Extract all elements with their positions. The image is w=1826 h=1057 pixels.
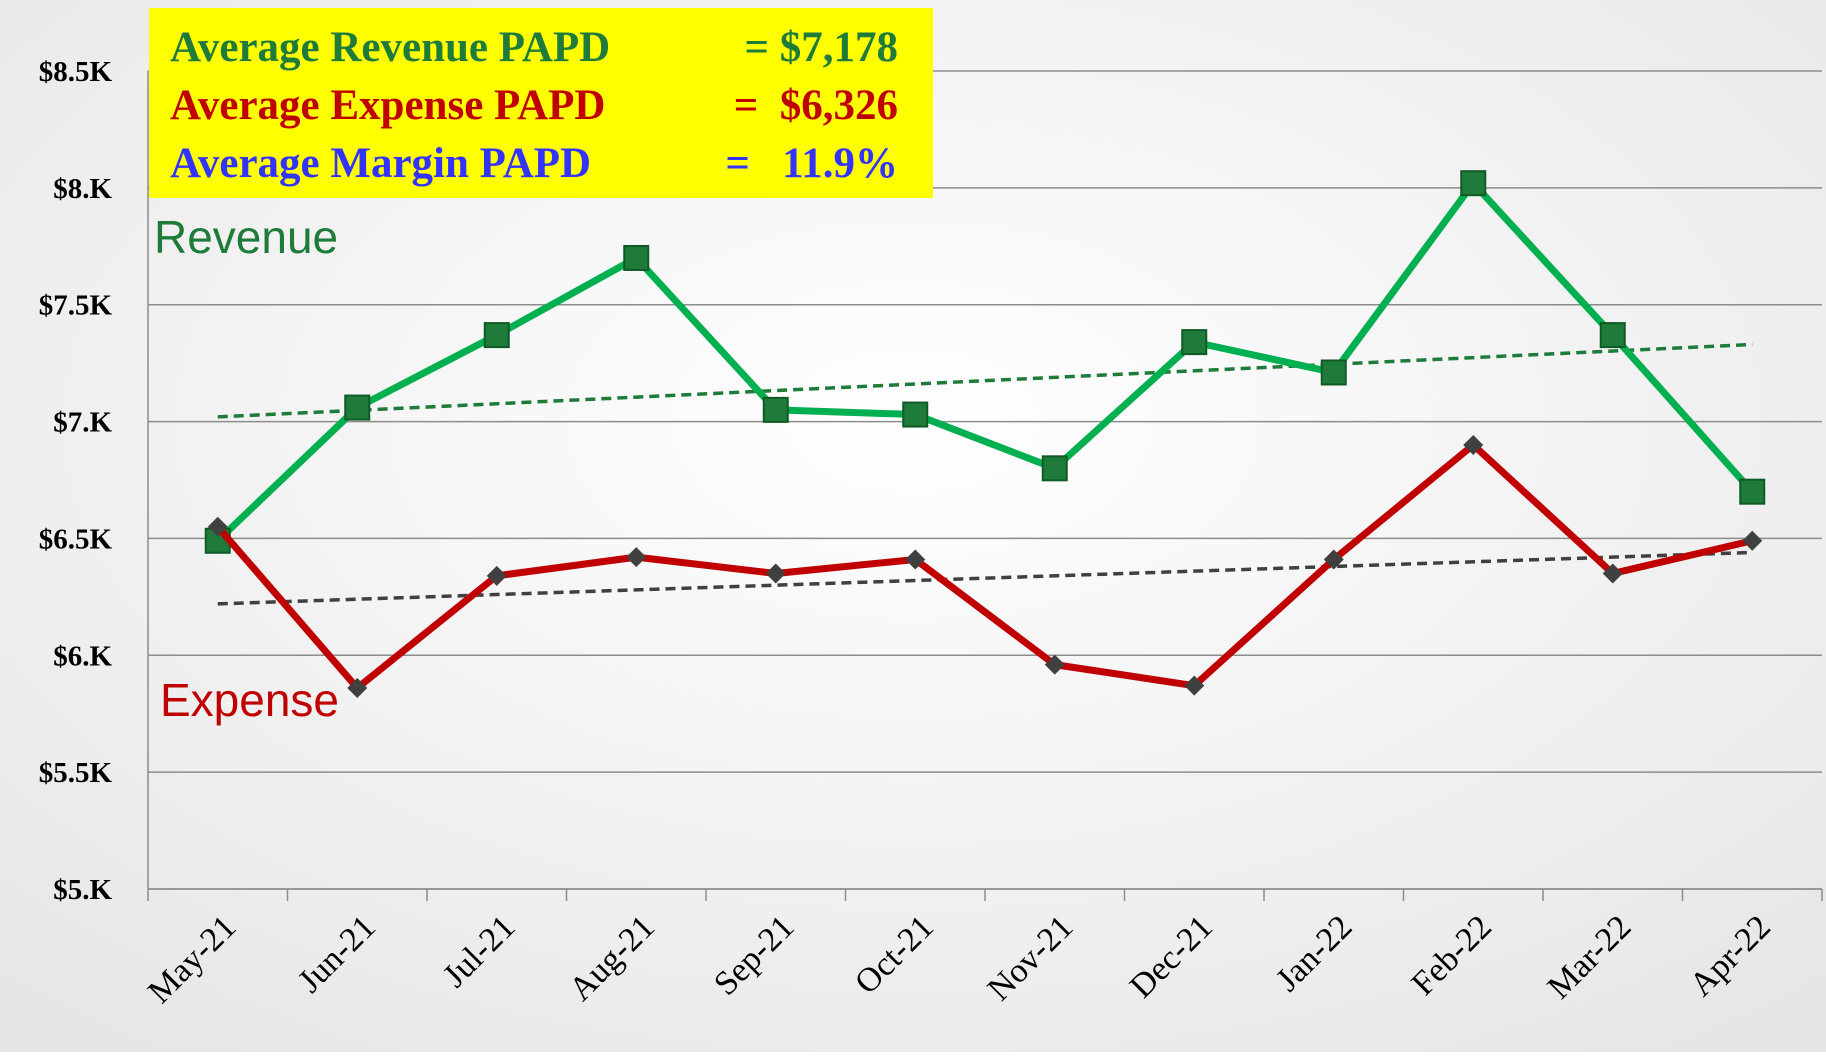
series-label: Expense bbox=[160, 674, 339, 726]
marker bbox=[1599, 322, 1626, 349]
series-line bbox=[215, 179, 1755, 544]
series-line bbox=[215, 441, 1754, 692]
marker bbox=[1184, 675, 1205, 696]
annotation-label: Average Margin PAPD bbox=[170, 140, 591, 187]
marker bbox=[623, 244, 650, 271]
annotation-label: Average Revenue PAPD bbox=[170, 24, 610, 71]
y-tick-label: $7.K bbox=[53, 407, 112, 439]
marker bbox=[344, 394, 371, 421]
y-tick-label: $6.5K bbox=[39, 523, 113, 555]
annotation-value: = $7,178 bbox=[744, 24, 898, 71]
marker bbox=[1460, 170, 1487, 197]
marker bbox=[1320, 359, 1347, 386]
marker bbox=[902, 401, 929, 428]
series-label: Revenue bbox=[154, 211, 338, 263]
y-tick-label: $5.5K bbox=[39, 757, 113, 789]
y-tick-label: $8.K bbox=[53, 173, 112, 205]
marker bbox=[1044, 654, 1065, 675]
marker bbox=[1739, 478, 1766, 505]
marker bbox=[486, 565, 507, 586]
marker bbox=[905, 549, 926, 570]
annotation-value: = $6,326 bbox=[734, 82, 898, 129]
marker bbox=[1181, 329, 1208, 356]
marker bbox=[1041, 455, 1068, 482]
marker bbox=[626, 547, 647, 568]
marker bbox=[483, 322, 510, 349]
annotation-value: = 11.9% bbox=[725, 140, 898, 187]
annotation-label: Average Expense PAPD bbox=[170, 82, 605, 129]
annotation-box bbox=[149, 8, 933, 198]
y-tick-label: $5.K bbox=[53, 874, 112, 906]
marker bbox=[762, 396, 789, 423]
marker bbox=[207, 516, 228, 537]
marker bbox=[347, 678, 368, 699]
y-tick-label: $7.5K bbox=[39, 290, 113, 322]
y-tick-label: $6.K bbox=[53, 640, 112, 672]
marker bbox=[1323, 549, 1344, 570]
y-tick-label: $8.5K bbox=[39, 56, 113, 88]
marker bbox=[765, 563, 786, 584]
marker bbox=[1602, 563, 1623, 584]
marker bbox=[1463, 434, 1484, 455]
trend-line bbox=[217, 342, 1753, 419]
marker bbox=[1742, 530, 1763, 551]
